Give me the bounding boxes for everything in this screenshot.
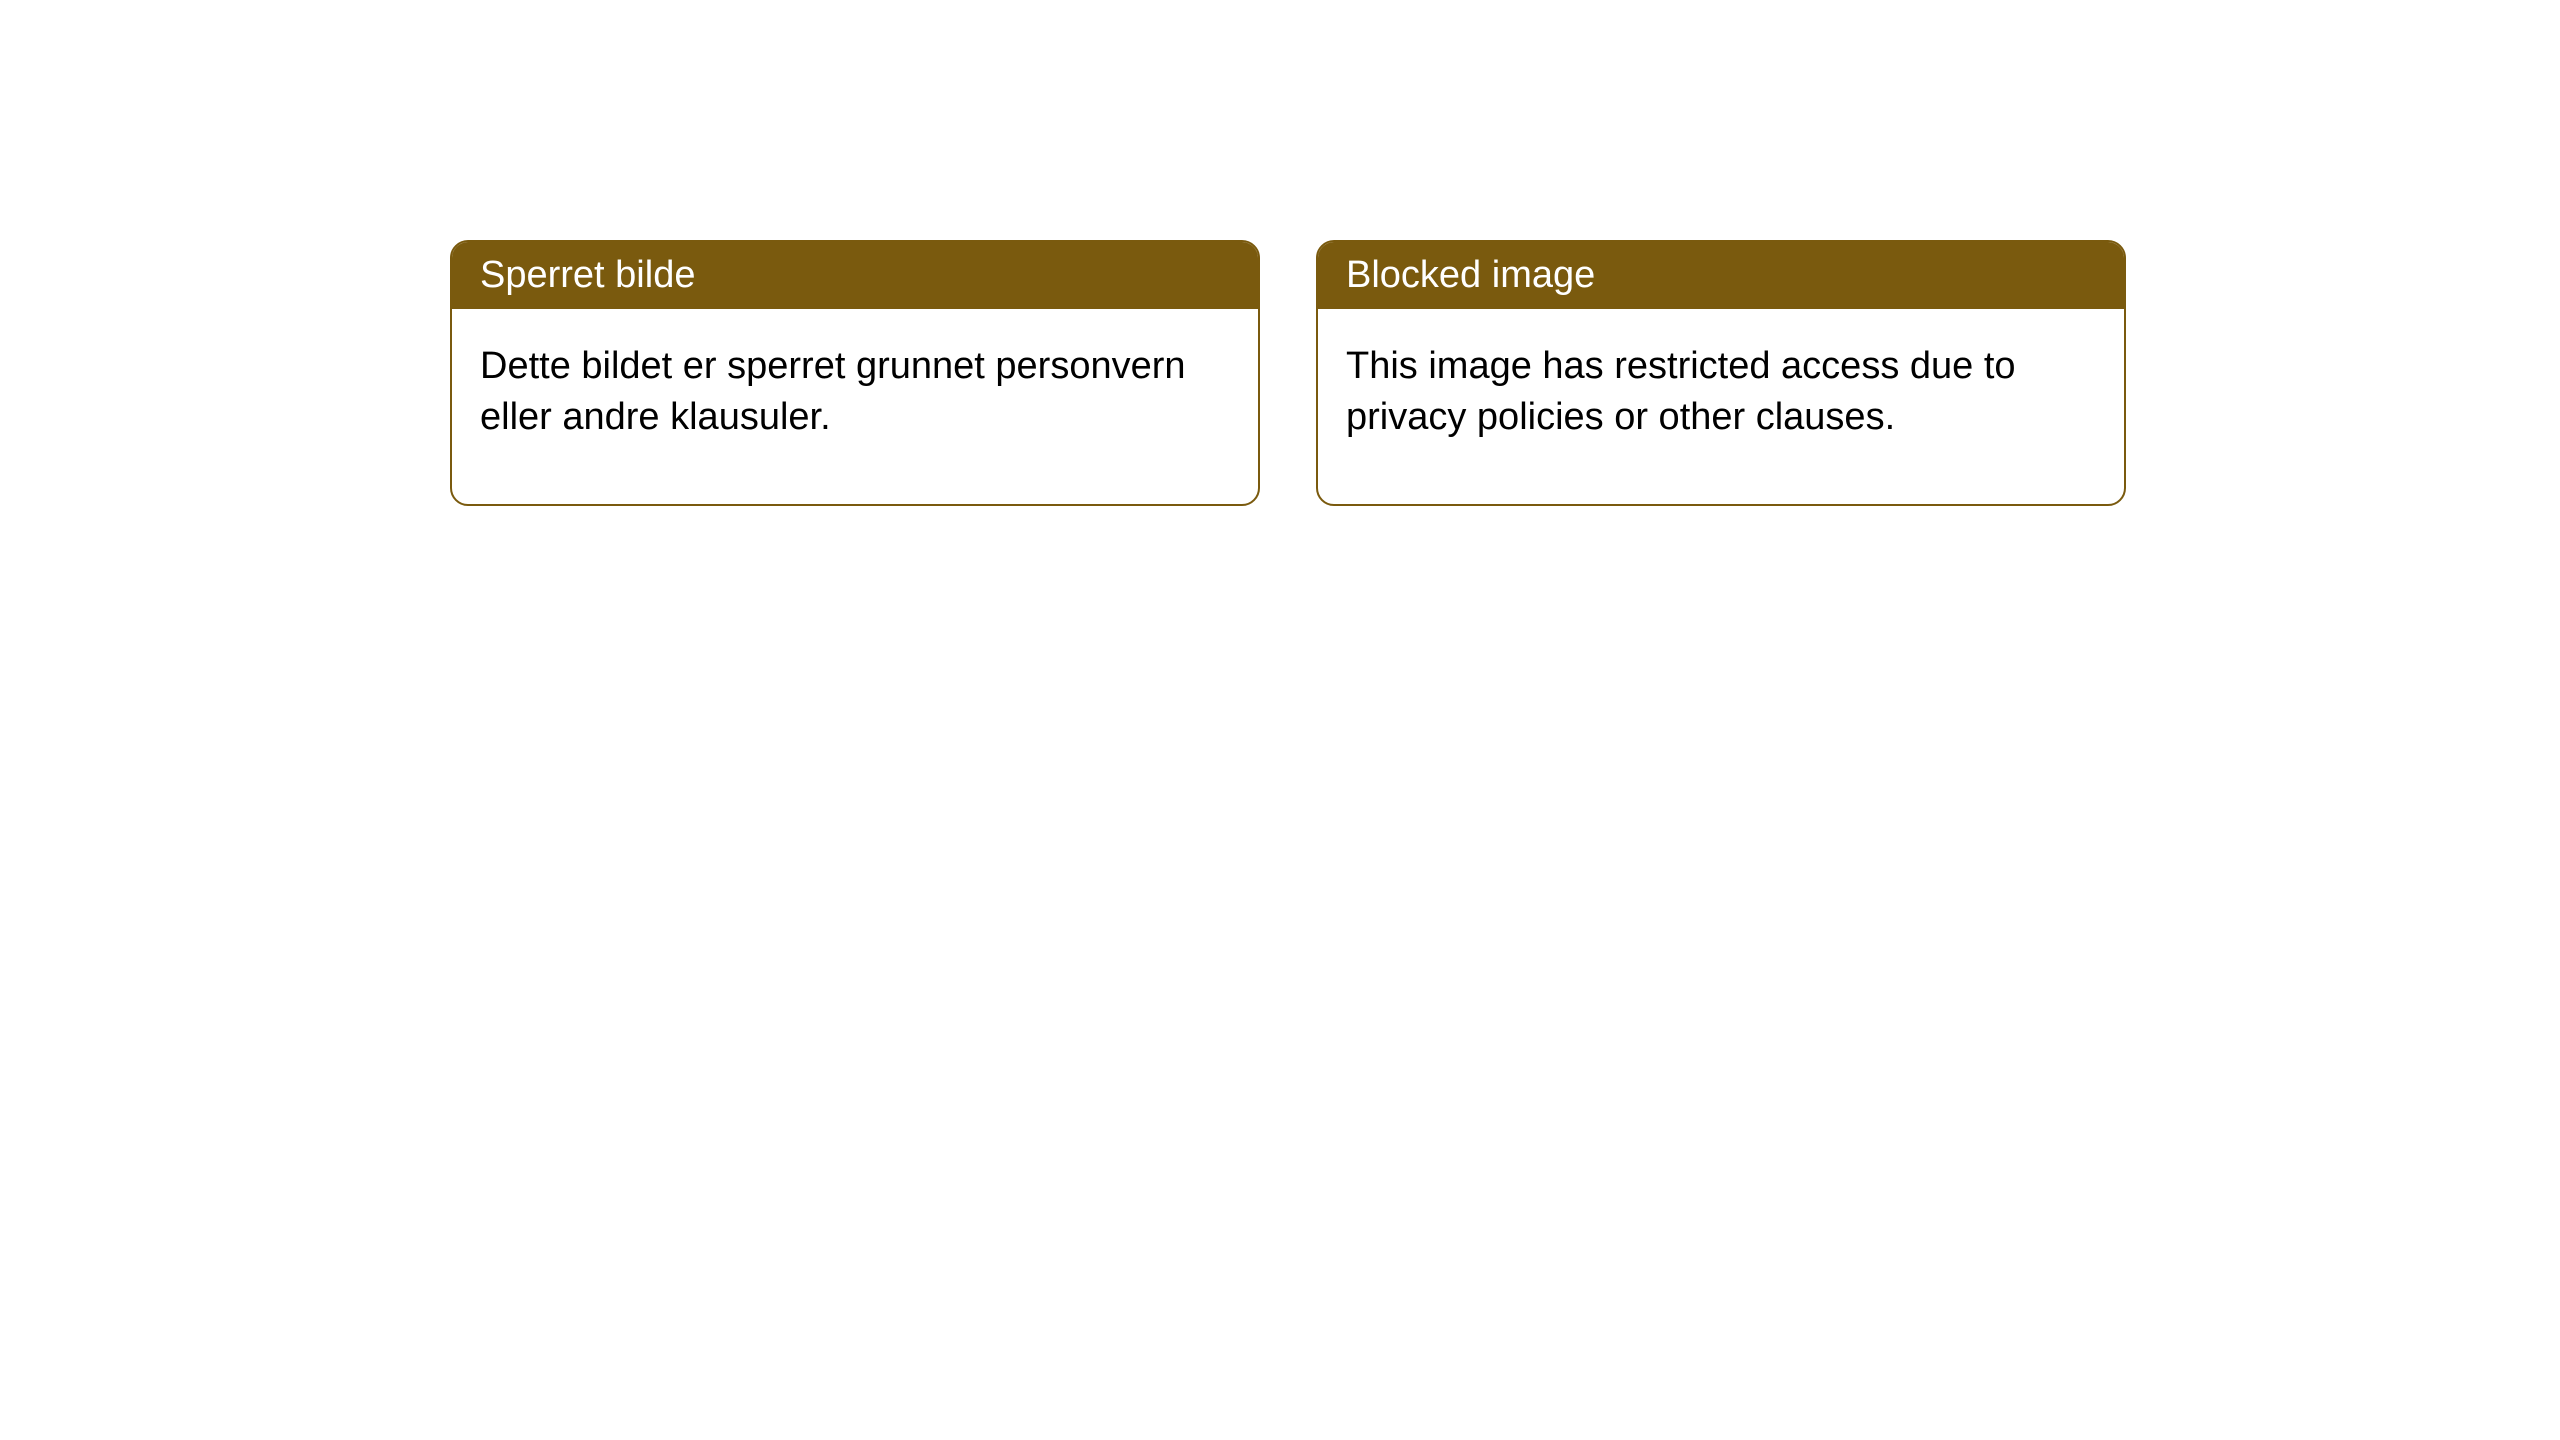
card-body: This image has restricted access due to …	[1318, 309, 2124, 504]
notice-cards-container: Sperret bilde Dette bildet er sperret gr…	[450, 240, 2560, 506]
card-body-text: Dette bildet er sperret grunnet personve…	[480, 345, 1186, 438]
card-header: Blocked image	[1318, 242, 2124, 309]
card-title: Sperret bilde	[480, 254, 695, 296]
card-header: Sperret bilde	[452, 242, 1258, 309]
notice-card-english: Blocked image This image has restricted …	[1316, 240, 2126, 506]
card-title: Blocked image	[1346, 254, 1595, 296]
notice-card-norwegian: Sperret bilde Dette bildet er sperret gr…	[450, 240, 1260, 506]
card-body-text: This image has restricted access due to …	[1346, 345, 2016, 438]
card-body: Dette bildet er sperret grunnet personve…	[452, 309, 1258, 504]
